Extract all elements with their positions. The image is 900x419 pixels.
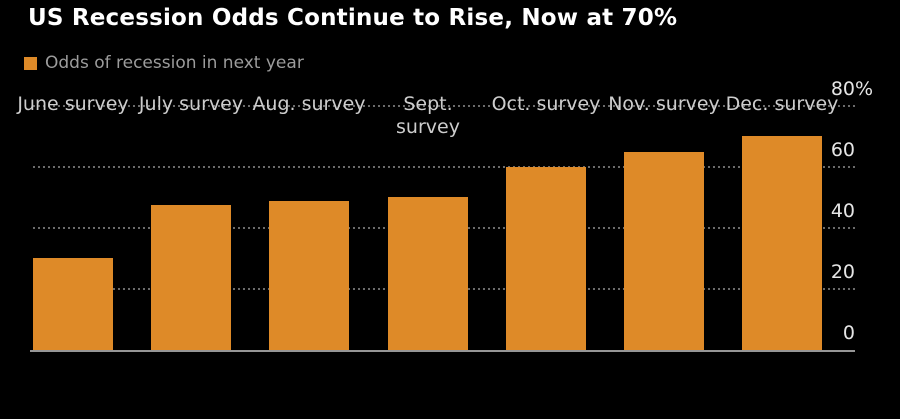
legend: Odds of recession in next year: [24, 53, 304, 73]
x-axis-line: [30, 350, 855, 352]
y-tick-label-0: 0: [842, 322, 855, 344]
x-label-july-survey: July survey: [138, 93, 244, 115]
gridline-80: [33, 105, 855, 107]
x-label-dec-survey: Dec. survey: [725, 93, 839, 115]
y-tick-label-40: 40: [830, 200, 855, 222]
x-label-sept-survey: Sept. survey: [396, 93, 460, 138]
gridline-60: [33, 166, 855, 168]
bar-sept-survey: [388, 197, 468, 350]
legend-label: Odds of recession in next year: [45, 53, 304, 73]
bar-july-survey: [151, 205, 231, 350]
x-label-aug-survey: Aug. survey: [252, 93, 366, 115]
bar-nov-survey: [624, 152, 704, 350]
bar-dec-survey: [742, 136, 822, 350]
bar-oct-survey: [506, 167, 586, 350]
legend-swatch-icon: [24, 56, 37, 70]
bar-aug-survey: [269, 201, 349, 350]
x-label-nov-survey: Nov. survey: [608, 93, 720, 115]
y-tick-suffix: %: [855, 78, 874, 100]
y-tick-label-80: 80%: [830, 78, 874, 100]
chart-title: US Recession Odds Continue to Rise, Now …: [28, 5, 678, 31]
plot-area: 0 20 40 60 80% June survey July survey Aug. su…: [17, 80, 873, 352]
bar-june-survey: [33, 258, 113, 350]
x-label-oct-survey: Oct. survey: [491, 93, 601, 115]
y-tick-label-60: 60: [830, 139, 855, 161]
x-label-june-survey: June survey: [17, 93, 129, 115]
y-tick-label-20: 20: [830, 261, 855, 283]
